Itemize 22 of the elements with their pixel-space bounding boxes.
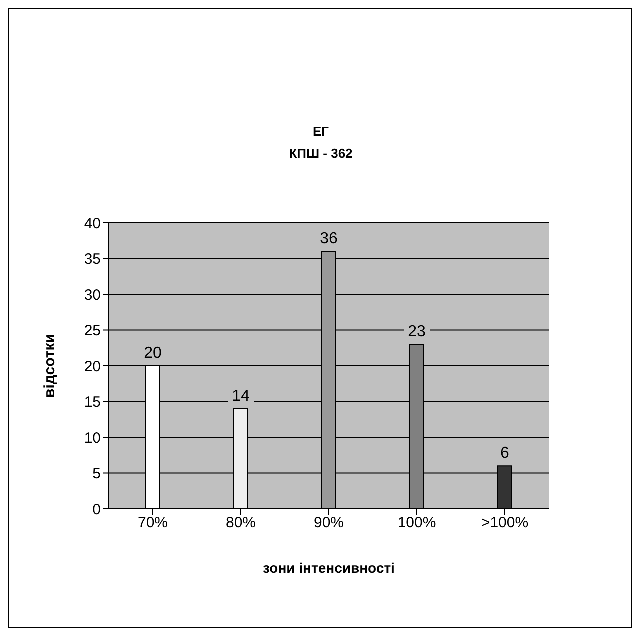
data-label: 20: [144, 345, 162, 362]
y-tick-label: 0: [92, 501, 101, 518]
chart-title: ЕГ КПШ - 362: [288, 123, 354, 163]
x-axis-title: зони інтенсивності: [263, 560, 395, 576]
y-tick-label: 40: [84, 215, 101, 232]
y-tick-label: 15: [84, 394, 101, 412]
data-label: 6: [500, 445, 510, 462]
x-tick-label: 80%: [226, 514, 256, 532]
data-label: 36: [320, 230, 338, 248]
data-label: 14: [232, 388, 250, 405]
y-axis-title: відсотки: [41, 334, 58, 398]
x-tick-label: 90%: [314, 514, 344, 532]
y-tick-label: 10: [84, 430, 101, 447]
y-tick-label: 35: [84, 251, 101, 268]
x-tick-label: 100%: [398, 514, 436, 532]
y-tick-label: 5: [92, 466, 101, 483]
x-tick-label: >100%: [481, 514, 529, 532]
x-tick-label: 70%: [138, 514, 168, 532]
y-tick-label: 20: [84, 358, 101, 376]
data-label: 23: [408, 324, 426, 341]
y-tick-label: 25: [84, 322, 101, 340]
y-tick-label: 30: [84, 286, 101, 304]
